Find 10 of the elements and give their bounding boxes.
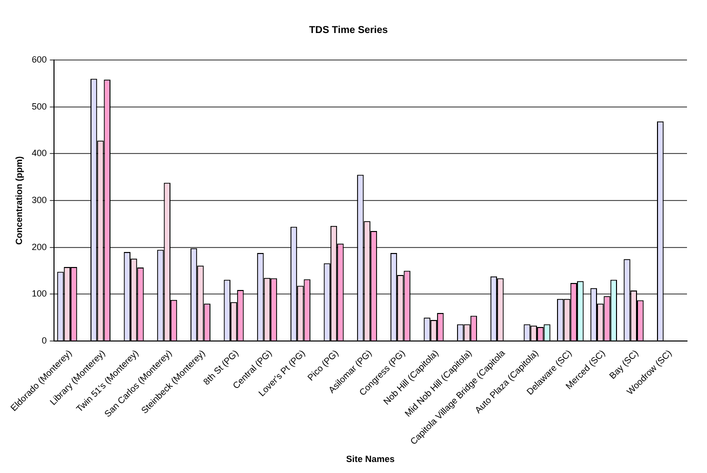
y-axis-title: Concentration (ppm) — [14, 156, 24, 245]
y-tick-label: 400 — [32, 148, 47, 158]
y-tick-label: 500 — [32, 101, 47, 112]
y-tick-label: 300 — [32, 195, 47, 206]
y-tick-label: 0 — [42, 336, 47, 346]
x-axis-title: Site Names — [346, 454, 395, 464]
chart-title: TDS Time Series — [309, 24, 388, 36]
y-tick-label: 100 — [32, 288, 47, 299]
y-tick-label: 200 — [32, 242, 47, 252]
y-tick-label: 600 — [32, 54, 47, 64]
